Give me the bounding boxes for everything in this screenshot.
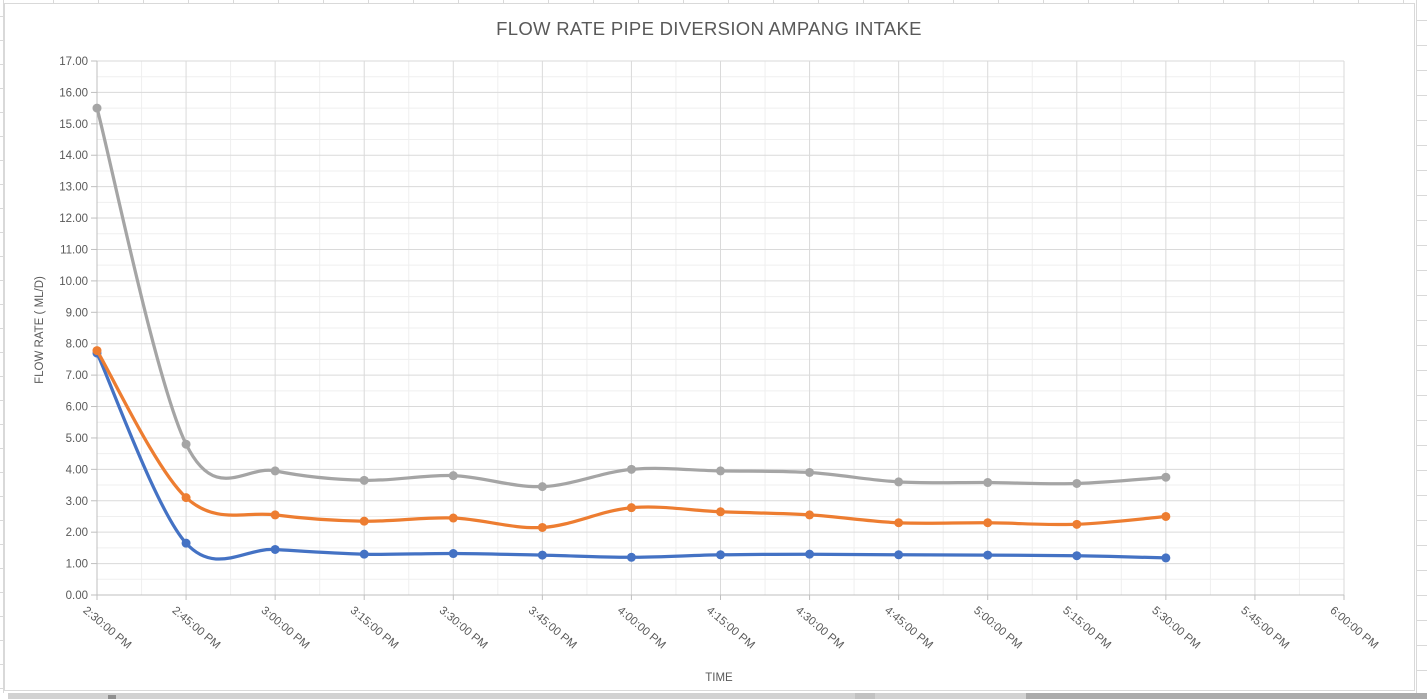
data-point-gray[interactable] <box>983 478 993 488</box>
scrollbar-marker <box>108 695 116 699</box>
data-point-blue[interactable] <box>1161 553 1171 563</box>
data-point-orange[interactable] <box>270 510 280 520</box>
data-point-blue[interactable] <box>716 550 725 560</box>
axes <box>91 60 1345 600</box>
data-point-blue[interactable] <box>181 538 191 548</box>
data-point-blue[interactable] <box>805 549 815 559</box>
data-point-orange[interactable] <box>448 513 458 523</box>
data-point-orange[interactable] <box>181 493 191 503</box>
y-axis-tick-label: 2.00 <box>66 527 88 539</box>
data-point-orange[interactable] <box>626 503 636 513</box>
y-axis-tick-label: 7.00 <box>66 370 88 382</box>
y-axis-tick-label: 12.00 <box>59 213 88 225</box>
horizontal-scrollbar-track[interactable] <box>8 693 1427 699</box>
data-point-orange[interactable] <box>92 346 102 356</box>
data-point-orange[interactable] <box>1161 511 1171 521</box>
horizontal-scrollbar-thumb[interactable] <box>1026 693 1427 699</box>
series-orange[interactable] <box>92 346 1171 532</box>
scrollbar-segment <box>855 693 875 699</box>
chart-area-background[interactable] <box>4 3 1415 691</box>
data-point-blue[interactable] <box>537 550 547 560</box>
data-point-gray[interactable] <box>448 471 458 481</box>
y-axis-tick-label: 4.00 <box>66 464 88 476</box>
data-point-gray[interactable] <box>537 482 547 492</box>
data-point-gray[interactable] <box>1161 472 1171 482</box>
y-axis-tick-label: 0.00 <box>66 590 88 602</box>
x-axis-title[interactable]: TIME <box>705 672 733 684</box>
data-point-orange[interactable] <box>805 510 815 520</box>
y-axis-tick-label: 3.00 <box>66 496 88 508</box>
y-axis-tick-label: 9.00 <box>66 307 88 319</box>
data-point-blue[interactable] <box>626 552 636 562</box>
data-point-orange[interactable] <box>716 507 725 517</box>
series-line-gray[interactable] <box>95 106 1168 489</box>
y-axis-tick-label: 10.00 <box>59 276 88 288</box>
data-point-blue[interactable] <box>359 549 369 559</box>
y-axis-tick-label: 14.00 <box>59 150 88 162</box>
data-point-gray[interactable] <box>1072 478 1082 488</box>
chart-title[interactable]: FLOW RATE PIPE DIVERSION AMPANG INTAKE <box>496 18 922 39</box>
y-axis-tick-label: 17.00 <box>59 56 88 68</box>
y-axis-tick-label: 1.00 <box>66 559 88 571</box>
data-point-orange[interactable] <box>983 518 993 528</box>
data-point-orange[interactable] <box>1072 519 1082 529</box>
data-point-orange[interactable] <box>894 518 904 528</box>
y-axis-tick-label: 11.00 <box>60 244 88 256</box>
data-point-gray[interactable] <box>805 467 815 477</box>
data-point-gray[interactable] <box>359 475 369 485</box>
data-point-gray[interactable] <box>270 466 280 476</box>
data-point-blue[interactable] <box>270 544 280 554</box>
data-point-orange[interactable] <box>537 522 547 532</box>
data-point-blue[interactable] <box>983 550 993 560</box>
series-blue[interactable] <box>92 348 1171 563</box>
y-axis-tick-label: 13.00 <box>59 182 88 194</box>
y-axis-tick-label: 15.00 <box>59 119 88 131</box>
data-point-blue[interactable] <box>894 550 904 560</box>
data-point-gray[interactable] <box>716 466 725 476</box>
y-axis-labels[interactable]: 0.00 1.00 2.00 3.00 4.00 5.00 6.00 7.00 8.00 9.00… <box>59 56 88 602</box>
data-point-blue[interactable] <box>1072 551 1082 561</box>
data-point-gray[interactable] <box>92 103 102 113</box>
y-axis-tick-label: 6.00 <box>66 402 88 414</box>
data-point-gray[interactable] <box>626 464 636 474</box>
data-point-gray[interactable] <box>181 439 191 449</box>
data-point-orange[interactable] <box>359 516 369 526</box>
y-axis-title[interactable]: FLOW RATE ( ML/D) <box>34 276 46 384</box>
y-axis-tick-label: 5.00 <box>66 433 88 445</box>
y-axis-tick-label: 16.00 <box>59 87 88 99</box>
data-point-gray[interactable] <box>894 477 904 487</box>
y-axis-tick-label: 8.00 <box>66 339 88 351</box>
data-point-blue[interactable] <box>448 549 458 559</box>
series-gray[interactable] <box>92 103 1171 492</box>
